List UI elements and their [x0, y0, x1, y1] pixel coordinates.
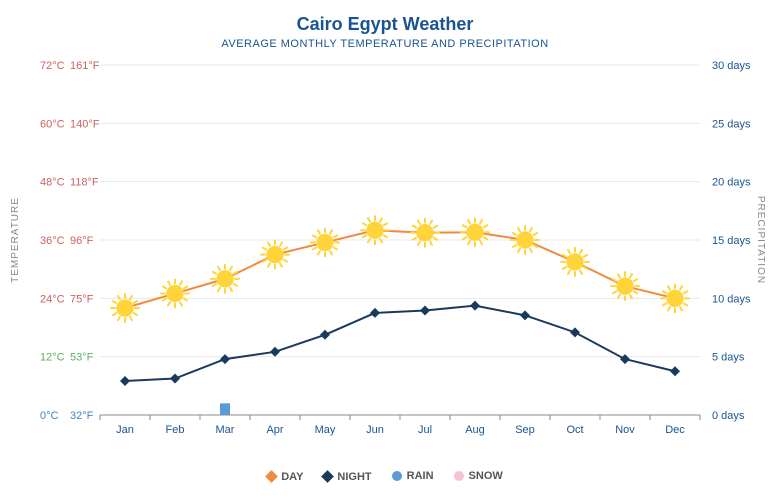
- legend-label: DAY: [281, 471, 303, 483]
- legend-item-rain: RAIN: [392, 470, 434, 482]
- svg-text:60°C: 60°C: [40, 118, 65, 130]
- night-legend-marker: [322, 470, 335, 483]
- chart-title: Cairo Egypt Weather: [0, 14, 770, 35]
- svg-text:118°F: 118°F: [70, 177, 99, 189]
- svg-text:24°C: 24°C: [40, 293, 65, 305]
- svg-text:15 days: 15 days: [712, 235, 751, 247]
- svg-text:Jan: Jan: [116, 424, 134, 436]
- svg-text:Aug: Aug: [465, 424, 485, 436]
- legend-label: NIGHT: [337, 471, 371, 483]
- snow-legend-marker: [454, 471, 464, 481]
- chart-subtitle: AVERAGE MONTHLY TEMPERATURE AND PRECIPIT…: [0, 38, 770, 50]
- svg-text:5 days: 5 days: [712, 352, 745, 364]
- svg-text:20 days: 20 days: [712, 177, 751, 189]
- svg-text:Sep: Sep: [515, 424, 535, 436]
- svg-text:0 days: 0 days: [712, 410, 745, 422]
- rain-legend-marker: [392, 471, 402, 481]
- svg-text:Oct: Oct: [566, 424, 583, 436]
- svg-text:140°F: 140°F: [70, 118, 100, 130]
- svg-text:10 days: 10 days: [712, 293, 751, 305]
- svg-text:30 days: 30 days: [712, 60, 751, 72]
- svg-text:12°C: 12°C: [40, 352, 65, 364]
- legend-label: RAIN: [407, 470, 434, 482]
- svg-text:Nov: Nov: [615, 424, 635, 436]
- legend-label: SNOW: [469, 470, 503, 482]
- day-legend-marker: [265, 470, 278, 483]
- svg-text:Mar: Mar: [216, 424, 235, 436]
- svg-text:48°C: 48°C: [40, 177, 65, 189]
- legend-item-night: NIGHT: [323, 471, 371, 483]
- svg-text:Jul: Jul: [418, 424, 432, 436]
- svg-text:Jun: Jun: [366, 424, 384, 436]
- svg-text:161°F: 161°F: [70, 60, 100, 72]
- svg-text:May: May: [315, 424, 336, 436]
- weather-chart: Cairo Egypt Weather AVERAGE MONTHLY TEMP…: [0, 0, 770, 500]
- legend-item-snow: SNOW: [454, 470, 503, 482]
- svg-text:Dec: Dec: [665, 424, 685, 436]
- svg-text:0°C: 0°C: [40, 410, 59, 422]
- svg-text:32°F: 32°F: [70, 410, 94, 422]
- chart-legend: DAY NIGHT RAIN SNOW: [0, 470, 770, 484]
- svg-text:TEMPERATURE: TEMPERATURE: [10, 197, 21, 283]
- svg-text:Apr: Apr: [266, 424, 283, 436]
- svg-text:Feb: Feb: [166, 424, 185, 436]
- svg-text:25 days: 25 days: [712, 118, 751, 130]
- svg-text:53°F: 53°F: [70, 352, 94, 364]
- chart-plot: 0°C 32°F 12°C 53°F 24°C 75°F 36°C 96°F 48°C 118°F…: [0, 50, 770, 470]
- svg-text:75°F: 75°F: [70, 293, 94, 305]
- svg-text:PRECIPITATION: PRECIPITATION: [755, 196, 766, 284]
- legend-item-day: DAY: [267, 471, 303, 483]
- svg-text:36°C: 36°C: [40, 235, 65, 247]
- svg-text:96°F: 96°F: [70, 235, 94, 247]
- svg-text:72°C: 72°C: [40, 60, 65, 72]
